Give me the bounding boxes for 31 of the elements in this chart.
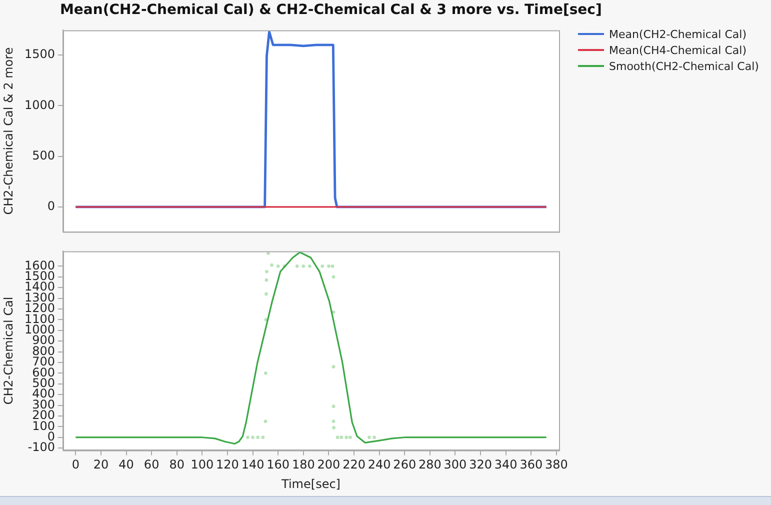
x-tick-label: 100 — [190, 458, 214, 472]
y-tick-label: 500 — [32, 148, 55, 162]
x-tick-label: 80 — [169, 458, 185, 472]
x-axis-title: Time[sec] — [280, 476, 340, 491]
x-tick-label: 60 — [144, 458, 160, 472]
x-tick-label: 140 — [241, 458, 264, 472]
chart-title: Mean(CH2-Chemical Cal) & CH2-Chemical Cal & 3 more vs. Time[sec] — [60, 2, 602, 18]
x-tick-label: 160 — [266, 458, 290, 472]
x-tick-label: 200 — [317, 458, 340, 472]
x-tick-label: 220 — [342, 458, 366, 472]
x-tick-label: 280 — [418, 458, 442, 472]
y-tick-label: 1000 — [24, 98, 55, 112]
y-axis-title: CH2-Chemical Cal — [1, 296, 16, 405]
x-tick-label: 260 — [393, 458, 416, 472]
x-tick-label: 380 — [545, 458, 568, 472]
x-tick-label: 40 — [118, 458, 134, 472]
x-tick-label: 120 — [216, 458, 239, 472]
x-tick-label: 360 — [520, 458, 543, 472]
x-tick-label: 180 — [292, 458, 315, 472]
x-tick-label: 320 — [469, 458, 492, 472]
x-tick-label: 240 — [368, 458, 391, 472]
y-tick-label: 1500 — [24, 47, 55, 62]
x-tick-label: 0 — [72, 458, 80, 472]
legend-label: Smooth(CH2-Chemical Cal) — [609, 60, 759, 72]
legend-label: Mean(CH2-Chemical Cal) — [609, 28, 746, 40]
y-tick-label: 0 — [47, 199, 55, 214]
legend-label: Mean(CH4-Chemical Cal) — [609, 44, 746, 56]
x-tick-label: 20 — [93, 458, 109, 472]
y-axis-title: CH2-Chemical Cal & 2 more — [1, 47, 16, 215]
x-tick-label: 300 — [444, 458, 467, 472]
x-tick-label: 340 — [494, 458, 518, 472]
